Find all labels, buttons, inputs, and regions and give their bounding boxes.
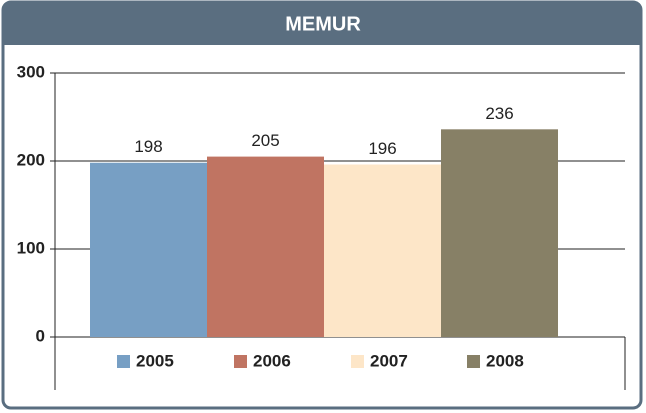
legend-label: 2006: [253, 351, 291, 370]
legend-swatch: [117, 355, 130, 368]
legend-swatch: [351, 355, 364, 368]
legend-swatch: [467, 355, 480, 368]
legend-label: 2007: [370, 351, 408, 370]
data-label: 236: [485, 104, 513, 123]
data-label: 196: [368, 139, 396, 158]
legend-swatch: [234, 355, 247, 368]
y-tick-label: 0: [36, 326, 45, 345]
y-tick-label: 200: [17, 150, 45, 169]
y-tick-label: 300: [17, 62, 45, 81]
bar: [441, 129, 558, 337]
header: [3, 2, 641, 45]
chart-title: MEMUR: [285, 13, 361, 35]
legend-label: 2005: [136, 351, 174, 370]
y-tick-label: 100: [17, 238, 45, 257]
bar: [324, 164, 441, 337]
data-label: 205: [251, 131, 279, 150]
bar: [207, 156, 324, 337]
legend-label: 2008: [486, 351, 524, 370]
bar: [90, 162, 207, 337]
data-label: 198: [134, 137, 162, 156]
